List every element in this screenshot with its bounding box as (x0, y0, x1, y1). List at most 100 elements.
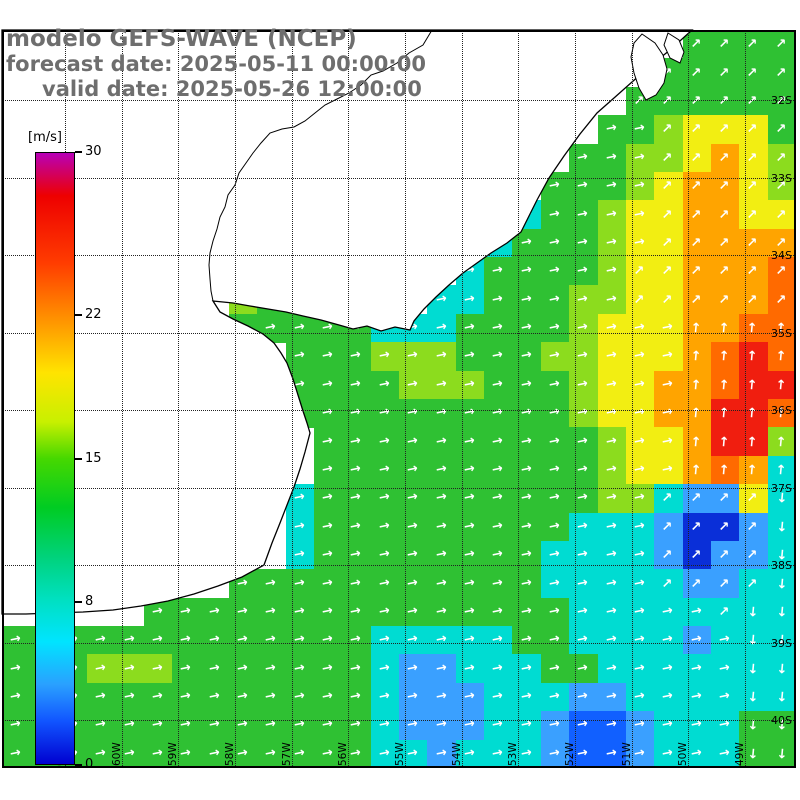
wind-speed-cell (427, 370, 457, 400)
wind-speed-cell (739, 455, 769, 485)
wind-speed-cell (710, 484, 740, 514)
valid-date: valid date: 2025-05-26 12:00:00 (42, 77, 422, 101)
wind-speed-cell (597, 739, 627, 768)
wind-speed-cell (512, 399, 542, 429)
wind-speed-cell (172, 739, 202, 768)
wind-speed-cell (767, 86, 796, 116)
wind-speed-cell (739, 200, 769, 230)
wind-speed-cell (87, 626, 117, 656)
wind-speed-cell (257, 626, 287, 656)
wind-speed-cell (739, 682, 769, 712)
wind-speed-cell (597, 313, 627, 343)
wind-speed-cell (625, 626, 655, 656)
wind-speed-cell (710, 285, 740, 315)
wind-speed-cell (484, 682, 514, 712)
wind-speed-cell (710, 597, 740, 627)
wind-speed-cell (654, 370, 684, 400)
colorbar-unit-label: [m/s] (28, 130, 62, 145)
wind-speed-cell (597, 654, 627, 684)
wind-speed-cell (512, 427, 542, 457)
wind-speed-cell (540, 228, 570, 258)
wind-speed-cell (427, 682, 457, 712)
wind-speed-cell (682, 711, 712, 741)
wind-speed-cell (767, 455, 796, 485)
wind-speed-cell (569, 285, 599, 315)
wind-speed-cell (143, 711, 173, 741)
wind-speed-cell (313, 626, 343, 656)
wind-speed-cell (115, 739, 145, 768)
wind-speed-cell (399, 597, 429, 627)
wind-speed-cell (597, 342, 627, 372)
wind-speed-cell (682, 654, 712, 684)
wind-speed-cell (654, 739, 684, 768)
wind-speed-cell (342, 597, 372, 627)
wind-speed-cell (739, 115, 769, 145)
wind-speed-cell (739, 597, 769, 627)
wind-speed-cell (767, 399, 796, 429)
wind-speed-cell (767, 711, 796, 741)
forecast-date: forecast date: 2025-05-11 00:00:00 (6, 52, 426, 76)
wind-speed-cell (710, 455, 740, 485)
wind-speed-cell (484, 484, 514, 514)
wind-speed-cell (710, 30, 740, 60)
wind-speed-cell (597, 682, 627, 712)
wind-speed-cell (654, 682, 684, 712)
wind-speed-cell (313, 682, 343, 712)
wind-speed-cell (342, 342, 372, 372)
wind-speed-cell (710, 654, 740, 684)
wind-speed-cell (512, 597, 542, 627)
wind-speed-cell (569, 200, 599, 230)
wind-speed-cell (455, 285, 485, 315)
wind-speed-cell (569, 626, 599, 656)
wind-speed-cell (767, 58, 796, 88)
wind-speed-cell (484, 654, 514, 684)
wind-speed-cell (455, 370, 485, 400)
wind-speed-cell (313, 399, 343, 429)
wind-speed-cell (569, 342, 599, 372)
wind-speed-cell (342, 484, 372, 514)
wind-speed-cell (569, 228, 599, 258)
wind-speed-cell (625, 370, 655, 400)
wind-speed-cell (512, 484, 542, 514)
colorbar-gradient (35, 152, 75, 765)
wind-speed-cell (625, 143, 655, 173)
wind-speed-cell (285, 682, 315, 712)
wind-speed-cell (512, 512, 542, 542)
wind-speed-cell (739, 171, 769, 201)
wind-speed-cell (455, 484, 485, 514)
wind-speed-cell (370, 626, 400, 656)
wind-speed-cell (597, 427, 627, 457)
colorbar-tick-label: 8 (85, 593, 94, 609)
wind-speed-cell (342, 427, 372, 457)
wind-speed-cell (625, 200, 655, 230)
wind-speed-cell (285, 569, 315, 599)
wind-speed-cell (767, 654, 796, 684)
wind-speed-cell (654, 427, 684, 457)
wind-speed-cell (285, 626, 315, 656)
wind-speed-cell (427, 313, 457, 343)
wind-speed-cell (455, 597, 485, 627)
wind-speed-cell (682, 143, 712, 173)
wind-speed-cell (654, 455, 684, 485)
wind-speed-cell (569, 682, 599, 712)
wind-speed-cell (512, 711, 542, 741)
wind-speed-cell (115, 711, 145, 741)
wind-speed-cell (512, 342, 542, 372)
wind-speed-cell (115, 682, 145, 712)
wind-speed-cell (654, 597, 684, 627)
wind-speed-cell (739, 654, 769, 684)
wind-speed-cell (625, 739, 655, 768)
wind-speed-cell (313, 427, 343, 457)
wind-speed-cell (200, 626, 230, 656)
wind-speed-cell (710, 313, 740, 343)
wind-speed-cell (455, 399, 485, 429)
wind-speed-cell (342, 399, 372, 429)
wind-speed-cell (569, 569, 599, 599)
wind-speed-cell (739, 228, 769, 258)
wind-speed-cell (115, 654, 145, 684)
wind-speed-cell (654, 711, 684, 741)
wind-speed-cell (682, 228, 712, 258)
wind-speed-cell (370, 484, 400, 514)
wind-speed-cell (682, 597, 712, 627)
